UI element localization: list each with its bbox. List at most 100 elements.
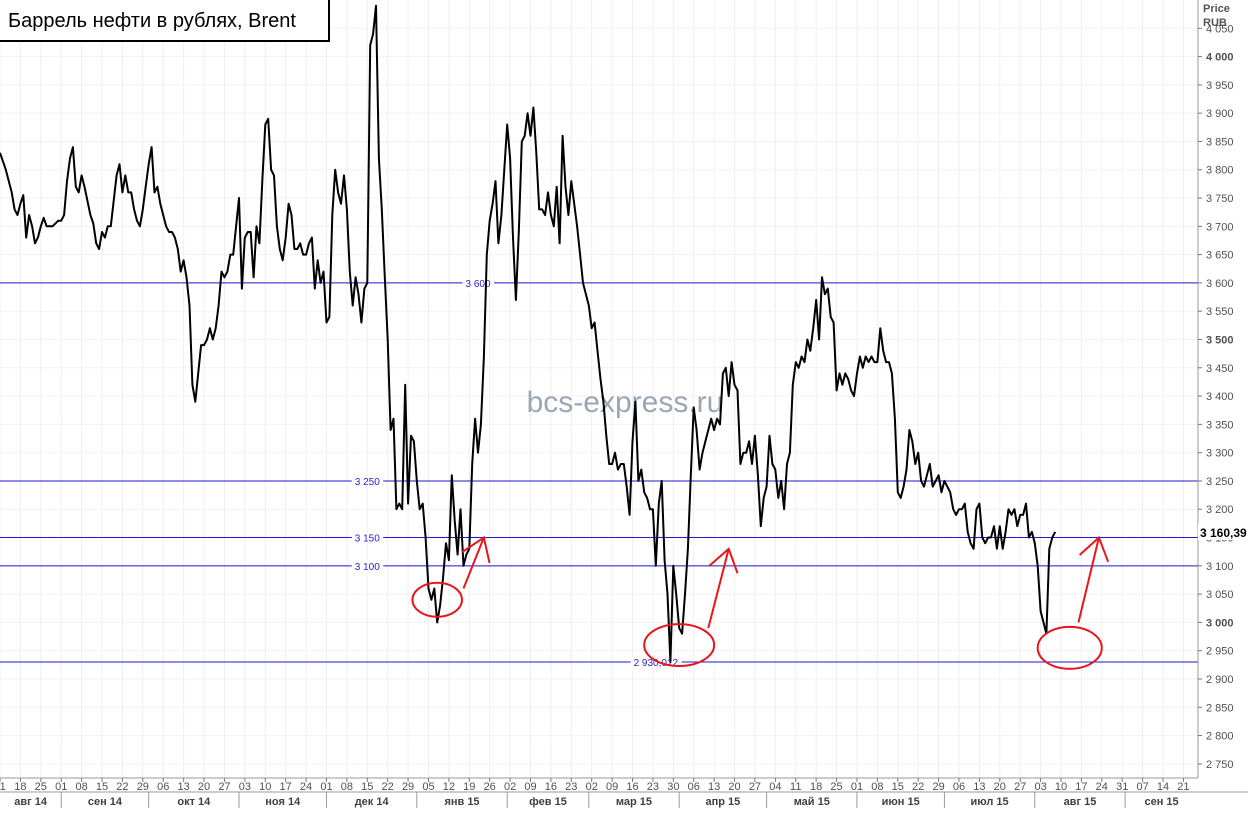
series-layer (0, 4, 1057, 663)
x-tick-label: 08 (341, 781, 353, 793)
x-tick-label: 14 (1157, 781, 1169, 793)
annotations-layer (411, 535, 1110, 670)
x-tick-label: 13 (708, 781, 720, 793)
x-tick-label: 06 (688, 781, 700, 793)
annotation-arrow-shaft (1077, 537, 1100, 623)
x-tick-label: 17 (280, 781, 292, 793)
y-tick-label: 3 650 (1206, 250, 1234, 262)
x-tick-label: 15 (892, 781, 904, 793)
x-tick-label: 09 (524, 781, 536, 793)
x-tick-label: 21 (1177, 781, 1189, 793)
x-tick-label: 12 (443, 781, 455, 793)
x-tick-label: 15 (96, 781, 108, 793)
last-value-label: 3 160,39 (1200, 526, 1247, 540)
x-tick-label: 27 (1014, 781, 1026, 793)
level-label: 2 930,012 (634, 658, 679, 669)
x-tick-label: 19 (463, 781, 475, 793)
chart-title: Баррель нефти в рублях, Brent (0, 0, 330, 42)
x-tick-label: 03 (239, 781, 251, 793)
last-value-bg (1198, 523, 1248, 540)
level-label-bg (351, 475, 384, 489)
x-tick-label: 10 (1055, 781, 1067, 793)
annotation-circle (1036, 625, 1103, 670)
x-tick-label: 05 (422, 781, 434, 793)
x-tick-label: 07 (1136, 781, 1148, 793)
y-tick-label: 3 300 (1206, 448, 1234, 460)
y-axis-title-line1: Price (1203, 3, 1230, 15)
x-tick-label: 03 (1034, 781, 1046, 793)
x-tick-label: 17 (1075, 781, 1087, 793)
x-tick-label: 26 (484, 781, 496, 793)
y-tick-label: 3 900 (1206, 108, 1234, 120)
y-tick-label: 4 050 (1206, 23, 1234, 35)
y-tick-label: 2 900 (1206, 674, 1234, 686)
x-tick-label: 23 (565, 781, 577, 793)
y-axis-title-line2: RUB (1203, 17, 1227, 29)
y-tick-label: 3 200 (1206, 504, 1234, 516)
y-tick-label: 3 600 (1206, 278, 1234, 290)
x-tick-label: 04 (769, 781, 781, 793)
x-tick-label: 02 (586, 781, 598, 793)
y-tick-label: 3 250 (1206, 476, 1234, 488)
x-tick-label: 11 (790, 781, 801, 793)
x-tick-label: 31 (1116, 781, 1128, 793)
x-tick-label: 22 (912, 781, 924, 793)
x-tick-label: 29 (932, 781, 944, 793)
y-tick-label: 3 350 (1206, 419, 1234, 431)
y-tick-label: 2 850 (1206, 702, 1234, 714)
watermark: bcs-express.ru (527, 386, 724, 419)
x-tick-label: 08 (871, 781, 883, 793)
month-label: авг 15 (1064, 796, 1097, 808)
x-tick-label: 01 (320, 781, 332, 793)
x-tick-label: 11 (0, 781, 6, 793)
y-tick-label: 3 450 (1206, 363, 1234, 375)
y-tick-label: 3 500 (1206, 334, 1234, 346)
level-label-bg (630, 657, 682, 671)
last-value-tag: 3 160,39 (1198, 523, 1248, 540)
month-label: май 15 (794, 796, 830, 808)
x-tick-label: 02 (504, 781, 516, 793)
x-tick-label: 29 (137, 781, 149, 793)
y-tick-label: 3 950 (1206, 80, 1234, 92)
month-label: фев 15 (529, 796, 567, 808)
x-tick-label: 22 (382, 781, 394, 793)
y-tick-label: 3 400 (1206, 391, 1234, 403)
y-tick-label: 4 000 (1206, 52, 1234, 64)
price-line (0, 4, 1057, 663)
x-tick-label: 24 (1096, 781, 1108, 793)
y-tick-label: 3 000 (1206, 617, 1234, 629)
x-tick-label: 13 (178, 781, 190, 793)
y-tick-label: 2 950 (1206, 646, 1234, 658)
y-tick-label: 2 800 (1206, 731, 1234, 743)
month-label: апр 15 (705, 796, 740, 808)
x-tick-label: 10 (259, 781, 271, 793)
month-label: июл 15 (971, 796, 1009, 808)
annotation-arrow-head (1078, 535, 1110, 563)
y-tick-label: 2 750 (1206, 759, 1234, 771)
x-tick-label: 18 (810, 781, 822, 793)
annotation-circle (411, 581, 464, 618)
x-tick-label: 30 (667, 781, 679, 793)
x-tick-label: 09 (606, 781, 618, 793)
month-label: сен 15 (1144, 796, 1178, 808)
y-tick-label: 3 850 (1206, 136, 1234, 148)
x-tick-label: 16 (545, 781, 557, 793)
y-tick-label: 3 700 (1206, 221, 1234, 233)
month-label: июн 15 (882, 796, 920, 808)
y-tick-label: 3 050 (1206, 589, 1234, 601)
x-tick-label: 06 (157, 781, 169, 793)
x-tick-label: 29 (402, 781, 414, 793)
x-tick-label: 06 (953, 781, 965, 793)
x-tick-label: 08 (75, 781, 87, 793)
month-label: дек 14 (355, 796, 390, 808)
x-tick-label: 27 (749, 781, 761, 793)
x-tick-label: 27 (218, 781, 230, 793)
x-tick-label: 22 (116, 781, 128, 793)
level-lines-layer: 3 600 3 250 3 150 3 100 2 930,012 (0, 277, 1198, 671)
annotation-arrow-head (461, 535, 491, 564)
month-label: окт 14 (177, 796, 211, 808)
y-tick-label: 3 550 (1206, 306, 1234, 318)
month-label: мар 15 (616, 796, 652, 808)
month-label: ноя 14 (265, 796, 301, 808)
